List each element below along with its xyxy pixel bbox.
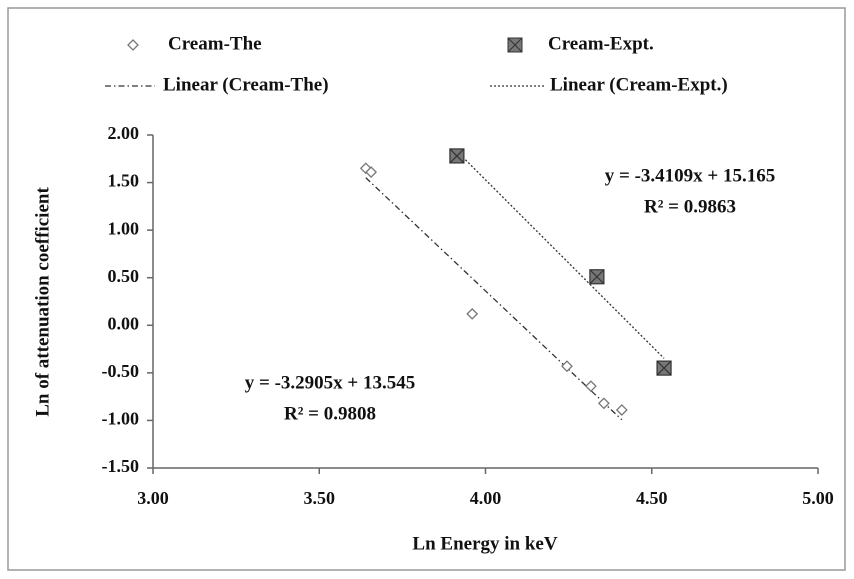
trend-line bbox=[456, 150, 665, 359]
point bbox=[615, 404, 628, 416]
point bbox=[365, 166, 378, 179]
point bbox=[597, 397, 610, 410]
legend-marker bbox=[127, 39, 139, 51]
y-axis-label: Ln of attenuation coefficient bbox=[32, 187, 53, 417]
y-tick-label: -1.50 bbox=[102, 456, 140, 476]
y-tick-label: 1.00 bbox=[108, 218, 140, 238]
point-part bbox=[656, 360, 672, 376]
y-tick-label: 2.00 bbox=[108, 123, 140, 143]
legend-label: Linear (Cream-Expt.) bbox=[550, 74, 728, 95]
x-tick-label: 3.50 bbox=[304, 488, 336, 508]
annotation: R² = 0.9863 bbox=[644, 196, 736, 217]
legend-label: Cream-The bbox=[168, 33, 262, 54]
y-tick-label: 1.50 bbox=[108, 171, 140, 191]
point-part bbox=[589, 269, 605, 285]
point bbox=[656, 360, 672, 376]
y-tick-label: 0.00 bbox=[108, 313, 140, 333]
annotation: R² = 0.9808 bbox=[284, 403, 376, 424]
point bbox=[584, 380, 597, 393]
trend-line bbox=[365, 177, 623, 421]
annotation: y = -3.2905x + 13.545 bbox=[245, 372, 415, 393]
legend-label: Linear (Cream-The) bbox=[163, 74, 329, 95]
x-tick-label: 3.00 bbox=[137, 488, 169, 508]
y-tick-label: -0.50 bbox=[102, 361, 140, 381]
legend-marker bbox=[507, 37, 523, 53]
x-tick-label: 4.50 bbox=[636, 488, 668, 508]
annotation: y = -3.4109x + 15.165 bbox=[605, 165, 775, 186]
y-tick-label: -1.00 bbox=[102, 409, 140, 429]
point bbox=[561, 360, 573, 373]
point bbox=[589, 269, 605, 285]
point-part bbox=[449, 148, 465, 164]
chart-frame bbox=[7, 7, 846, 571]
x-tick-label: 4.00 bbox=[470, 488, 502, 508]
point bbox=[449, 148, 465, 164]
x-tick-label: 5.00 bbox=[802, 488, 834, 508]
x-axis-label: Ln Energy in keV bbox=[412, 533, 557, 554]
y-tick-label: 0.50 bbox=[108, 266, 140, 286]
legend-label: Cream-Expt. bbox=[548, 33, 654, 54]
point bbox=[466, 307, 479, 320]
